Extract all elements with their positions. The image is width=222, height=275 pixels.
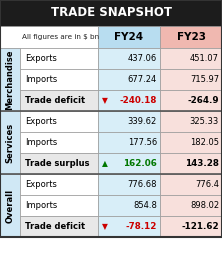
Text: Overall: Overall	[6, 188, 14, 222]
Bar	[160, 69, 222, 90]
Bar	[160, 153, 222, 174]
Text: 437.06: 437.06	[128, 54, 157, 63]
Bar	[98, 111, 160, 132]
Bar	[160, 111, 222, 132]
Bar	[160, 48, 222, 69]
Text: Services: Services	[6, 122, 14, 163]
Bar	[160, 26, 222, 48]
Text: FY24: FY24	[114, 32, 144, 42]
Text: Trade surplus: Trade surplus	[25, 159, 89, 168]
Bar	[160, 174, 222, 195]
Text: Trade deficit: Trade deficit	[25, 96, 85, 105]
Text: TRADE SNAPSHOT: TRADE SNAPSHOT	[50, 7, 172, 20]
Text: 715.97: 715.97	[190, 75, 219, 84]
Bar	[98, 153, 160, 174]
Bar	[98, 69, 160, 90]
Bar	[20, 90, 98, 111]
Bar	[0, 26, 98, 48]
Bar	[0, 0, 222, 237]
Bar	[20, 69, 98, 90]
Text: ▼: ▼	[102, 96, 108, 105]
Text: 162.06: 162.06	[123, 159, 157, 168]
Text: All figures are in $ bn: All figures are in $ bn	[22, 34, 99, 40]
Text: Imports: Imports	[25, 138, 57, 147]
Bar	[98, 195, 160, 216]
Text: 143.28: 143.28	[185, 159, 219, 168]
Bar	[160, 132, 222, 153]
Text: 339.62: 339.62	[128, 117, 157, 126]
Bar	[20, 216, 98, 237]
Bar	[160, 216, 222, 237]
Bar	[98, 216, 160, 237]
Bar	[98, 132, 160, 153]
Text: Exports: Exports	[25, 54, 57, 63]
Bar	[98, 26, 160, 48]
Bar	[98, 174, 160, 195]
Text: 854.8: 854.8	[133, 201, 157, 210]
Bar	[20, 111, 98, 132]
Text: 776.4: 776.4	[195, 180, 219, 189]
Text: 451.07: 451.07	[190, 54, 219, 63]
Text: FY23: FY23	[176, 32, 206, 42]
Bar	[160, 90, 222, 111]
Bar	[20, 174, 98, 195]
Text: Merchandise: Merchandise	[6, 49, 14, 110]
Text: -121.62: -121.62	[181, 222, 219, 231]
Bar	[20, 153, 98, 174]
Bar	[20, 132, 98, 153]
Text: 325.33: 325.33	[190, 117, 219, 126]
Text: 898.02: 898.02	[190, 201, 219, 210]
Text: 776.68: 776.68	[127, 180, 157, 189]
Text: -240.18: -240.18	[120, 96, 157, 105]
Text: 677.24: 677.24	[128, 75, 157, 84]
Bar	[98, 90, 160, 111]
Bar	[0, 48, 20, 111]
Bar	[160, 195, 222, 216]
Text: 182.05: 182.05	[190, 138, 219, 147]
Bar	[20, 195, 98, 216]
Text: -264.9: -264.9	[188, 96, 219, 105]
Text: Trade deficit: Trade deficit	[25, 222, 85, 231]
Bar	[98, 48, 160, 69]
Bar	[0, 111, 20, 174]
Bar	[20, 48, 98, 69]
Bar	[0, 0, 222, 26]
Text: Imports: Imports	[25, 201, 57, 210]
Text: ▲: ▲	[102, 159, 108, 168]
Text: ▼: ▼	[102, 222, 108, 231]
Text: 177.56: 177.56	[128, 138, 157, 147]
Bar	[0, 174, 20, 237]
Text: -78.12: -78.12	[126, 222, 157, 231]
Text: Exports: Exports	[25, 117, 57, 126]
Text: Imports: Imports	[25, 75, 57, 84]
Text: Exports: Exports	[25, 180, 57, 189]
